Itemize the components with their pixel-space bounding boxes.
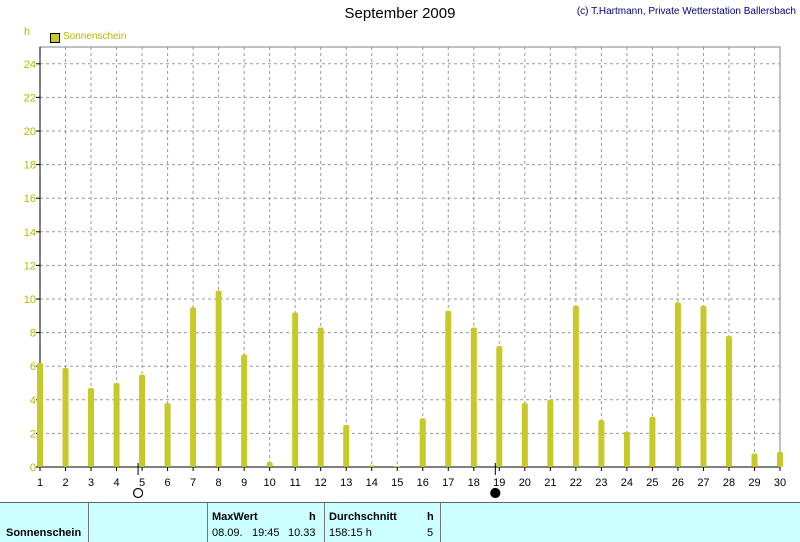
summary-label-cell: Sonnenschein bbox=[0, 503, 89, 542]
x-tick-label: 3 bbox=[88, 477, 94, 489]
sunshine-bar bbox=[777, 451, 783, 467]
legend-label: Sonnenschein bbox=[63, 31, 127, 42]
sunshine-bar bbox=[649, 416, 656, 467]
x-tick-label: 16 bbox=[417, 477, 429, 489]
x-tick-label: 11 bbox=[289, 477, 300, 489]
y-tick-label: 2 bbox=[30, 428, 36, 440]
summary-table: Sonnenschein MaxWert h 08.09. 19:45 10.3… bbox=[0, 502, 800, 542]
max-unit: h bbox=[309, 511, 316, 523]
x-tick-label: 1 bbox=[37, 477, 43, 489]
sunshine-bar bbox=[547, 399, 554, 467]
y-tick-label: 0 bbox=[30, 462, 36, 474]
y-tick-label: 24 bbox=[24, 59, 36, 71]
sunshine-bar bbox=[215, 290, 222, 467]
x-tick-label: 6 bbox=[165, 477, 171, 489]
plot-area bbox=[39, 46, 781, 468]
avg-value: 5 bbox=[427, 527, 434, 539]
sunshine-bar bbox=[572, 305, 579, 467]
x-tick-label: 4 bbox=[113, 477, 119, 489]
y-tick-label: 4 bbox=[30, 395, 36, 407]
max-value: 10.33 bbox=[288, 527, 316, 539]
sunshine-bar bbox=[317, 327, 324, 467]
x-tick-label: 27 bbox=[697, 477, 709, 489]
x-tick-label: 17 bbox=[442, 477, 454, 489]
y-tick-label: 10 bbox=[24, 294, 36, 306]
sunshine-bar bbox=[496, 346, 503, 467]
sunshine-bar bbox=[139, 374, 146, 467]
sunshine-bar bbox=[470, 327, 477, 467]
sunshine-bar bbox=[419, 418, 426, 467]
sunshine-bar bbox=[674, 302, 681, 467]
x-tick-label: 13 bbox=[340, 477, 352, 489]
x-tick-label: 25 bbox=[646, 477, 658, 489]
sunshine-bar bbox=[598, 419, 605, 467]
x-tick-label: 18 bbox=[468, 477, 480, 489]
sunshine-bar bbox=[292, 312, 299, 467]
max-time: 19:45 bbox=[252, 527, 280, 539]
x-tick-label: 5 bbox=[139, 477, 145, 489]
avg-total: 158:15 h bbox=[329, 527, 372, 539]
x-tick-label: 23 bbox=[595, 477, 607, 489]
sunshine-bar bbox=[521, 403, 528, 467]
full-moon-icon bbox=[132, 487, 144, 499]
summary-empty-cell bbox=[89, 503, 208, 542]
summary-avg-cell: Durchschnitt h 158:15 h 5 bbox=[325, 503, 441, 542]
x-tick-label: 24 bbox=[621, 477, 633, 489]
sunshine-bar bbox=[623, 431, 630, 467]
sunshine-bar bbox=[190, 307, 197, 467]
sunshine-bar bbox=[62, 367, 69, 467]
y-tick-label: 22 bbox=[24, 92, 36, 104]
sunshine-bar bbox=[725, 335, 732, 467]
x-tick-label: 9 bbox=[241, 477, 247, 489]
x-tick-label: 29 bbox=[748, 477, 760, 489]
sunshine-bar bbox=[368, 465, 375, 467]
max-header: MaxWert bbox=[212, 511, 258, 523]
sunshine-bar bbox=[343, 425, 350, 467]
sunshine-bar bbox=[266, 461, 273, 467]
sunshine-bar bbox=[241, 354, 248, 467]
new-moon-icon bbox=[490, 487, 501, 499]
legend-swatch bbox=[50, 33, 60, 43]
y-axis-unit: h bbox=[24, 26, 31, 38]
sunshine-bar bbox=[37, 362, 43, 467]
x-tick-label: 12 bbox=[315, 477, 327, 489]
x-tick-label: 22 bbox=[570, 477, 582, 489]
chart-title: September 2009 bbox=[344, 5, 456, 22]
sunshine-bar bbox=[88, 388, 95, 467]
y-tick-label: 14 bbox=[24, 227, 36, 239]
x-tick-label: 7 bbox=[190, 477, 196, 489]
summary-row-label: Sonnenschein bbox=[6, 527, 82, 539]
y-tick-label: 18 bbox=[24, 160, 36, 172]
x-tick-label: 30 bbox=[774, 477, 786, 489]
copyright-text: (c) T.Hartmann, Private Wetterstation Ba… bbox=[576, 6, 796, 17]
x-tick-label: 8 bbox=[216, 477, 222, 489]
sunshine-bar bbox=[700, 305, 707, 467]
x-tick-label: 10 bbox=[264, 477, 276, 489]
sunshine-bar bbox=[113, 383, 120, 467]
y-tick-label: 12 bbox=[24, 260, 36, 272]
max-date: 08.09. bbox=[212, 527, 243, 539]
avg-unit: h bbox=[427, 511, 434, 523]
x-tick-label: 28 bbox=[723, 477, 735, 489]
x-tick-label: 2 bbox=[62, 477, 68, 489]
x-tick-label: 21 bbox=[544, 477, 556, 489]
sunshine-bar bbox=[164, 403, 171, 467]
sunshine-bar bbox=[751, 453, 758, 467]
sunshine-bar bbox=[445, 310, 452, 467]
avg-header: Durchschnitt bbox=[329, 511, 397, 523]
x-tick-label: 19 bbox=[493, 477, 505, 489]
y-tick-label: 16 bbox=[24, 193, 36, 205]
x-tick-label: 15 bbox=[391, 477, 403, 489]
y-tick-label: 6 bbox=[30, 361, 36, 373]
x-tick-label: 14 bbox=[366, 477, 378, 489]
sunshine-bar bbox=[394, 466, 401, 467]
summary-max-cell: MaxWert h 08.09. 19:45 10.33 bbox=[208, 503, 325, 542]
y-tick-label: 20 bbox=[24, 126, 36, 138]
y-tick-label: 8 bbox=[30, 328, 36, 340]
x-tick-label: 20 bbox=[519, 477, 531, 489]
x-tick-label: 26 bbox=[672, 477, 684, 489]
